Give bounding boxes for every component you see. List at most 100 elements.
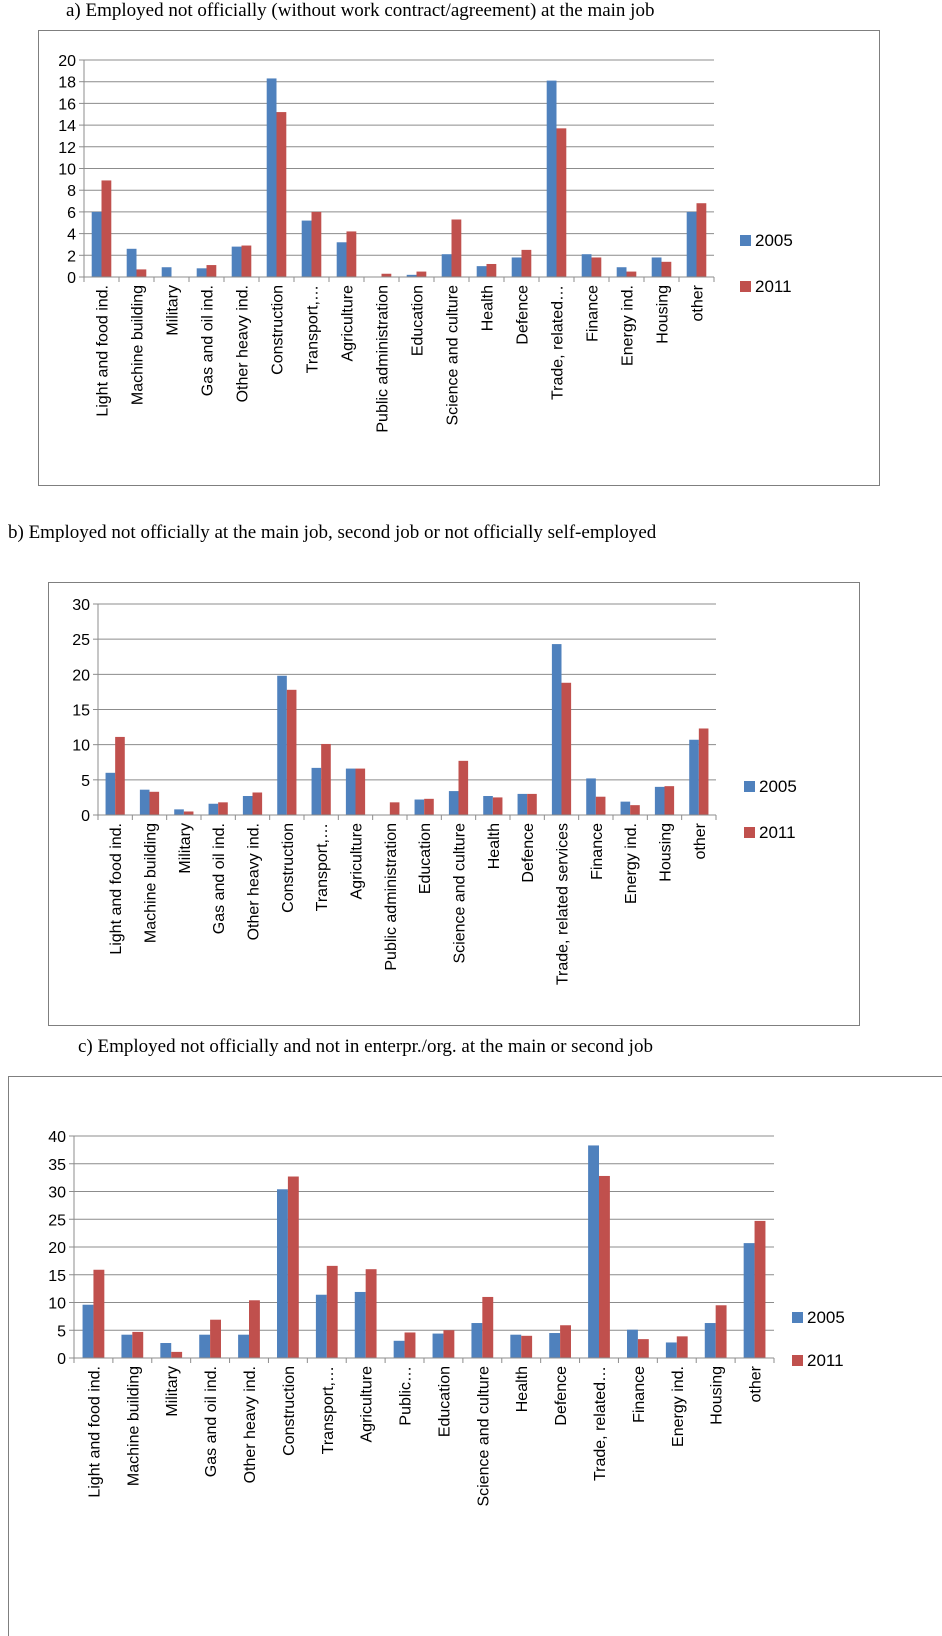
chart-c-bar-2005	[82, 1304, 94, 1358]
chart-b-category-label: Military	[177, 823, 194, 874]
chart-a-bar-2005	[126, 248, 137, 277]
chart-b-category-label: Science and culture	[452, 823, 469, 964]
chart-a-ytick-label: 6	[67, 205, 76, 222]
chart-b-bar-2005	[586, 778, 596, 815]
chart-b-bar-2005	[105, 772, 116, 815]
chart-c-bar-2011	[715, 1305, 727, 1358]
chart-b-bar-2011	[527, 793, 537, 815]
chart-b-bar-2005	[620, 801, 631, 815]
chart-a-category-label: Other heavy ind.	[235, 285, 252, 402]
chart-b-ytick-label: 0	[81, 808, 90, 825]
chart-c-bar-2011	[560, 1325, 571, 1358]
chart-c-bar-2011	[443, 1330, 455, 1358]
chart-c-category-label: Housing	[709, 1366, 726, 1425]
chart-c-bar-2005	[704, 1323, 716, 1358]
chart-c-bar-2005	[160, 1343, 172, 1358]
chart-a-bar-2005	[91, 211, 102, 277]
chart-b-bar-2005	[551, 644, 562, 815]
chart-b-bar-2011	[218, 802, 228, 815]
chart-a-legend-label-2011: 2011	[755, 277, 792, 296]
chart-c-bar-2005	[238, 1334, 249, 1358]
chart-a-bar-2011	[661, 261, 672, 277]
chart-a-category-label: Light and food ind.	[95, 285, 112, 417]
chart-a-bar-2005	[616, 267, 627, 277]
chart-b-bar-2011	[561, 682, 572, 815]
chart-c-bar-2005	[393, 1340, 405, 1358]
chart-a-frame	[38, 30, 880, 486]
chart-a-bar-2011	[276, 112, 287, 277]
chart-a-bar-2011	[556, 128, 567, 277]
chart-a-title: a) Employed not officially (without work…	[66, 0, 655, 21]
chart-c-bar-2011	[637, 1339, 649, 1358]
chart-b-bar-2011	[492, 797, 503, 815]
chart-a-bar-2005	[336, 242, 347, 277]
chart-a-category-label: Agriculture	[340, 285, 357, 362]
chart-c-bar-2005	[432, 1333, 444, 1358]
chart-b-bar-2005	[242, 796, 253, 815]
chart-b-ytick-label: 30	[72, 597, 90, 614]
chart-a-bar-2005	[511, 257, 522, 277]
chart-b-bar-2011	[115, 736, 125, 815]
chart-c-ytick-label: 5	[57, 1323, 66, 1340]
chart-a-bar-2005	[476, 266, 487, 277]
chart-c-bar-2005	[121, 1334, 133, 1358]
chart-c-bar-2005	[743, 1243, 755, 1358]
chart-a-bar-2005	[301, 220, 312, 277]
chart-a-bar-2005	[581, 254, 592, 277]
chart-a-category-label: Construction	[270, 285, 287, 375]
chart-a-ytick-label: 10	[58, 162, 76, 179]
chart-b-category-label: Light and food ind.	[108, 823, 125, 955]
chart-c-bar-2011	[249, 1300, 260, 1358]
chart-b-category-label: Agriculture	[349, 823, 366, 900]
chart-a-legend-swatch-2011	[740, 281, 751, 292]
chart-c-category-label: other	[748, 1365, 765, 1402]
chart-a-bar-2005	[196, 268, 207, 277]
chart-a-bar-2005	[546, 80, 557, 278]
chart-c-legend-swatch-2005	[792, 1312, 803, 1323]
chart-b-category-label: Transport,…	[314, 823, 331, 911]
chart-b-bar-2011	[595, 796, 606, 815]
chart-b-bar-2011	[630, 805, 640, 815]
chart-b-bar-2005	[311, 767, 322, 815]
chart-c-category-label: Military	[164, 1366, 181, 1417]
chart-c-ytick-label: 10	[48, 1296, 66, 1313]
chart-a-ytick-label: 4	[67, 227, 76, 244]
chart-c-title: c) Employed not officially and not in en…	[78, 1036, 653, 1057]
chart-b-bar-2011	[183, 811, 194, 815]
chart-c-bar-2005	[471, 1323, 483, 1358]
chart-c-bar-2005	[354, 1291, 366, 1358]
chart-c-legend-label-2005: 2005	[807, 1308, 845, 1327]
chart-a-bar-2005	[231, 246, 242, 277]
chart-c-category-label: Transport,…	[320, 1366, 337, 1454]
chart-b-category-label: Machine building	[143, 823, 160, 943]
chart-b-category-label: Trade, related services	[555, 823, 572, 985]
chart-a-bar-2011	[241, 245, 252, 277]
chart-a-ytick-label: 0	[67, 270, 76, 287]
chart-c-bar-2005	[510, 1334, 522, 1358]
chart-c-bar-2011	[676, 1336, 688, 1358]
chart-c-category-label: Public…	[398, 1366, 415, 1426]
chart-c-ytick-label: 0	[57, 1351, 66, 1368]
chart-b-legend-swatch-2011	[744, 827, 755, 838]
chart-b-legend-label-2005: 2005	[759, 777, 797, 796]
chart-a-ytick-label: 2	[67, 248, 76, 265]
chart-b-legend-label-2011: 2011	[759, 823, 796, 842]
chart-a-ytick-label: 14	[58, 118, 76, 135]
chart-b-title: b) Employed not officially at the main j…	[8, 522, 657, 543]
chart-b-bar-2011	[698, 728, 709, 815]
chart-b-bar-2005	[139, 789, 150, 815]
chart-c-bar-2011	[482, 1296, 494, 1358]
chart-c-bar-2011	[404, 1332, 416, 1358]
chart-b-bar-2005	[414, 799, 425, 815]
chart-a-legend-swatch-2005	[740, 235, 751, 246]
chart-c-category-label: Energy ind.	[670, 1366, 687, 1447]
chart-c-bar-2011	[93, 1269, 105, 1358]
chart-b-bar-2005	[208, 803, 219, 815]
chart-b-bar-2005	[654, 786, 665, 815]
chart-b-bar-2005	[448, 791, 459, 815]
chart-a-category-label: Transport,…	[305, 285, 322, 373]
chart-a-bar-2011	[381, 273, 392, 277]
chart-c-category-label: Other heavy ind.	[242, 1366, 259, 1483]
chart-a-category-label: Defence	[515, 285, 532, 345]
